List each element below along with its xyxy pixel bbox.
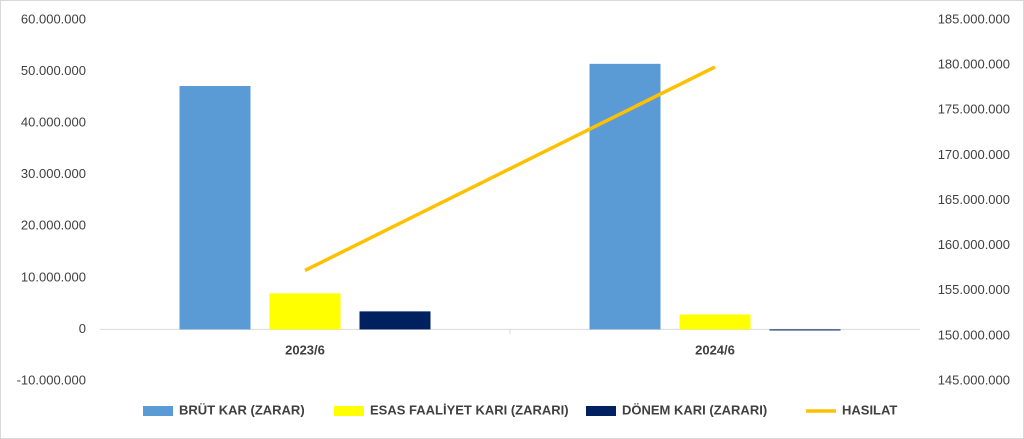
y-tick-label: 30.000.000 xyxy=(21,166,86,181)
bar xyxy=(269,293,341,330)
legend-label: ESAS FAALİYET KARI (ZARARI) xyxy=(370,402,569,417)
y2-tick-label: 170.000.000 xyxy=(938,147,1010,162)
y-tick-label: 40.000.000 xyxy=(21,115,86,130)
x-tick-label: 2024/6 xyxy=(695,342,735,357)
y-tick-label: -10.000.000 xyxy=(17,372,86,387)
bar xyxy=(769,329,841,331)
y2-tick-label: 150.000.000 xyxy=(938,327,1010,342)
y-tick-label: 50.000.000 xyxy=(21,63,86,78)
legend-swatch xyxy=(586,406,616,416)
y-tick-label: 60.000.000 xyxy=(21,11,86,26)
legend-swatch xyxy=(143,406,173,416)
bar xyxy=(179,86,251,330)
y-tick-label: 0 xyxy=(79,321,86,336)
legend-label: BRÜT KAR (ZARAR) xyxy=(179,402,305,417)
line xyxy=(304,65,716,273)
legend-swatch xyxy=(334,406,364,416)
legend-label: DÖNEM KARI (ZARARI) xyxy=(622,402,767,417)
bar xyxy=(679,314,751,330)
x-tick-label: 2023/6 xyxy=(285,342,325,357)
y-tick-label: 10.000.000 xyxy=(21,269,86,284)
y2-tick-label: 175.000.000 xyxy=(938,102,1010,117)
legend-label: HASILAT xyxy=(842,402,897,417)
y2-tick-label: 160.000.000 xyxy=(938,237,1010,252)
y2-tick-label: 165.000.000 xyxy=(938,192,1010,207)
bar xyxy=(359,311,431,330)
y2-tick-label: 185.000.000 xyxy=(938,11,1010,26)
y2-tick-label: 180.000.000 xyxy=(938,57,1010,72)
y-tick-label: 20.000.000 xyxy=(21,218,86,233)
y2-tick-label: 145.000.000 xyxy=(938,372,1010,387)
y2-tick-label: 155.000.000 xyxy=(938,282,1010,297)
bar xyxy=(589,63,661,330)
